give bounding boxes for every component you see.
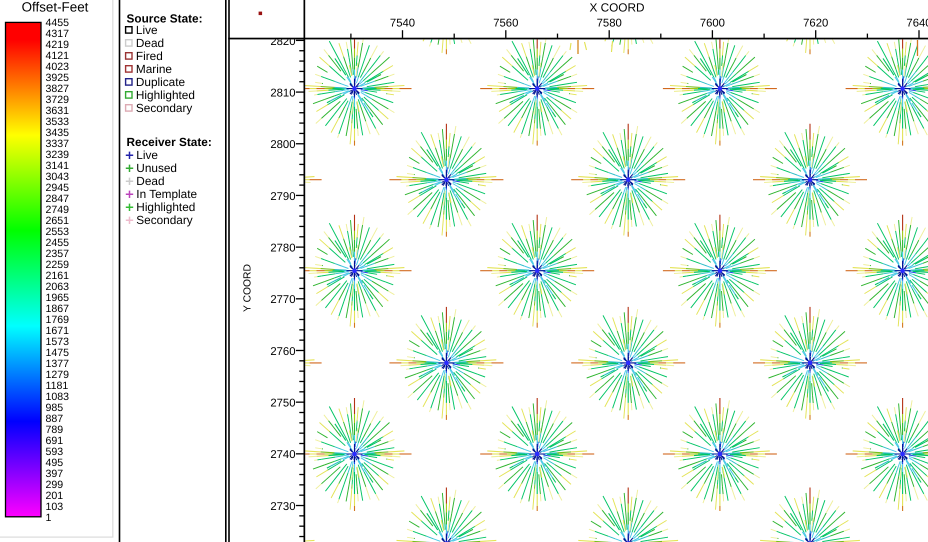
svg-text:887: 887 bbox=[46, 413, 64, 425]
svg-text:4121: 4121 bbox=[46, 50, 70, 62]
svg-text:7560: 7560 bbox=[493, 18, 518, 30]
svg-text:1671: 1671 bbox=[46, 325, 70, 337]
svg-text:Source State:: Source State: bbox=[127, 12, 203, 26]
svg-text:Marine: Marine bbox=[136, 62, 172, 76]
svg-text:2945: 2945 bbox=[46, 182, 70, 194]
svg-text:3141: 3141 bbox=[46, 160, 70, 172]
svg-text:1279: 1279 bbox=[46, 369, 70, 381]
svg-text:4455: 4455 bbox=[46, 17, 70, 29]
svg-text:397: 397 bbox=[46, 468, 64, 480]
svg-text:1573: 1573 bbox=[46, 336, 70, 348]
svg-text:2770: 2770 bbox=[270, 294, 295, 306]
svg-text:X COORD: X COORD bbox=[589, 0, 644, 14]
svg-text:1377: 1377 bbox=[46, 358, 70, 370]
svg-text:2651: 2651 bbox=[46, 215, 70, 227]
svg-text:2847: 2847 bbox=[46, 193, 70, 205]
svg-text:Y COORD: Y COORD bbox=[243, 264, 254, 312]
svg-text:Live: Live bbox=[136, 148, 158, 162]
svg-text:Offset-Feet: Offset-Feet bbox=[22, 0, 89, 15]
svg-text:2820: 2820 bbox=[270, 36, 295, 48]
svg-text:3925: 3925 bbox=[46, 72, 70, 84]
svg-text:103: 103 bbox=[46, 501, 64, 513]
svg-text:Highlighted: Highlighted bbox=[136, 200, 195, 214]
svg-text:Secondary: Secondary bbox=[136, 213, 192, 227]
svg-text:1475: 1475 bbox=[46, 347, 70, 359]
svg-text:2760: 2760 bbox=[270, 346, 295, 358]
svg-text:7540: 7540 bbox=[390, 18, 415, 30]
svg-text:3533: 3533 bbox=[46, 116, 70, 128]
svg-text:2063: 2063 bbox=[46, 281, 70, 293]
svg-text:Live: Live bbox=[136, 23, 158, 37]
svg-text:593: 593 bbox=[46, 446, 64, 458]
svg-text:Receiver State:: Receiver State: bbox=[127, 135, 212, 149]
svg-text:2749: 2749 bbox=[46, 204, 70, 216]
svg-text:1083: 1083 bbox=[46, 391, 70, 403]
svg-text:7620: 7620 bbox=[803, 18, 828, 30]
svg-text:4317: 4317 bbox=[46, 28, 70, 40]
svg-text:1769: 1769 bbox=[46, 314, 70, 326]
svg-text:2800: 2800 bbox=[270, 139, 295, 151]
svg-text:3435: 3435 bbox=[46, 127, 70, 139]
svg-text:2810: 2810 bbox=[270, 88, 295, 100]
svg-text:1965: 1965 bbox=[46, 292, 70, 304]
svg-text:1181: 1181 bbox=[46, 380, 69, 392]
svg-text:7580: 7580 bbox=[597, 18, 622, 30]
svg-text:Unused: Unused bbox=[136, 161, 177, 175]
svg-text:1: 1 bbox=[46, 512, 52, 524]
svg-text:789: 789 bbox=[46, 424, 64, 436]
svg-text:201: 201 bbox=[46, 490, 64, 502]
svg-text:4219: 4219 bbox=[46, 39, 70, 51]
svg-text:Fired: Fired bbox=[136, 49, 163, 63]
svg-text:7640: 7640 bbox=[906, 18, 928, 30]
svg-text:2780: 2780 bbox=[270, 243, 295, 255]
svg-text:3239: 3239 bbox=[46, 149, 70, 161]
svg-text:299: 299 bbox=[46, 479, 64, 491]
svg-text:3827: 3827 bbox=[46, 83, 70, 95]
svg-text:495: 495 bbox=[46, 457, 64, 469]
svg-text:4023: 4023 bbox=[46, 61, 70, 73]
svg-text:2750: 2750 bbox=[270, 398, 295, 410]
svg-text:3337: 3337 bbox=[46, 138, 70, 150]
svg-text:2161: 2161 bbox=[46, 270, 70, 282]
svg-text:In Template: In Template bbox=[136, 187, 197, 201]
svg-text:Highlighted: Highlighted bbox=[136, 88, 195, 102]
svg-text:2740: 2740 bbox=[270, 449, 295, 461]
svg-text:Dead: Dead bbox=[136, 174, 164, 188]
svg-text:1867: 1867 bbox=[46, 303, 70, 315]
svg-text:2730: 2730 bbox=[270, 501, 295, 513]
svg-text:3631: 3631 bbox=[46, 105, 70, 117]
svg-text:Dead: Dead bbox=[136, 36, 164, 50]
svg-text:2553: 2553 bbox=[46, 226, 70, 238]
svg-text:691: 691 bbox=[46, 435, 64, 447]
svg-text:3043: 3043 bbox=[46, 171, 70, 183]
svg-text:985: 985 bbox=[46, 402, 64, 414]
svg-text:7600: 7600 bbox=[700, 18, 725, 30]
svg-text:2357: 2357 bbox=[46, 248, 70, 260]
svg-text:Secondary: Secondary bbox=[136, 101, 192, 115]
svg-text:2790: 2790 bbox=[270, 191, 295, 203]
svg-text:2259: 2259 bbox=[46, 259, 70, 271]
svg-text:2455: 2455 bbox=[46, 237, 70, 249]
svg-text:Duplicate: Duplicate bbox=[136, 75, 186, 89]
svg-text:3729: 3729 bbox=[46, 94, 70, 106]
